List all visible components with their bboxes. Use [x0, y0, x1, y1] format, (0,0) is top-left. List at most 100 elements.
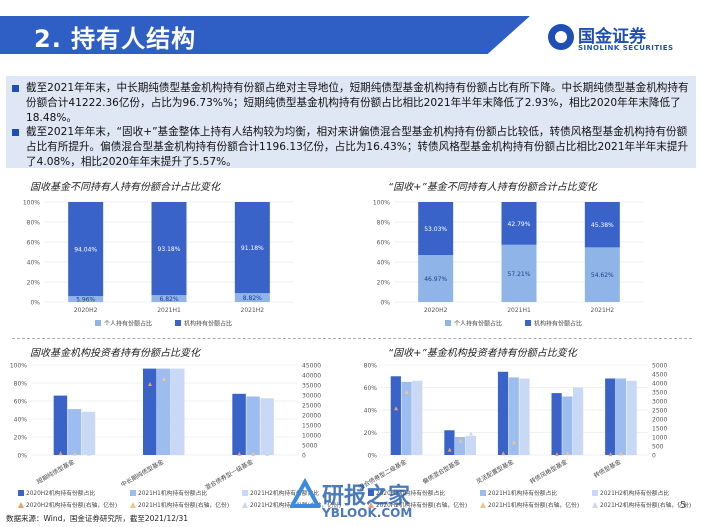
y2-tick-label: 35000: [302, 383, 321, 390]
data-label: 93.18%: [158, 246, 181, 253]
company-logo: 国金证券 SINOLINK SECURITIES: [548, 22, 698, 56]
marker: [629, 450, 634, 455]
marker: [176, 370, 180, 375]
chart-4: 0% 20% 40% 60% 80% 0 500 1000 1500 2000 2500 3000 35…: [357, 363, 691, 510]
marker: [565, 451, 570, 456]
bar: [157, 368, 171, 455]
divider: [12, 338, 692, 339]
x-tick-label: 2020H2: [74, 307, 98, 314]
y-tick-label: 20%: [364, 430, 378, 437]
bar: [626, 380, 637, 455]
x-tick-label: 2020H2: [424, 307, 448, 314]
bar: [246, 396, 260, 455]
bar: [562, 396, 573, 455]
legend-swatch: [592, 502, 598, 508]
data-label: 91.18%: [241, 245, 264, 252]
bar: [151, 202, 187, 296]
y-tick-label: 80%: [364, 363, 378, 370]
chart3-title: 固收基金机构投资者持有份额占比变化: [30, 348, 200, 359]
y2-tick-label: 20000: [302, 413, 321, 420]
chart-1: 0% 20% 40% 60% 80% 100% 5.96% 94.04% 2020H2 6.82%…: [23, 200, 294, 328]
y2-tick-label: 2500: [652, 408, 667, 415]
logo-icon: [548, 24, 574, 50]
legend-swatch: [242, 502, 248, 508]
bar: [68, 202, 104, 297]
x-tick-label: 偏债混合型基金: [421, 458, 461, 486]
bar: [260, 398, 274, 455]
bar: [68, 296, 104, 302]
x-tick-label: 2021H1: [507, 307, 531, 314]
chart1-title: 固收基金不同持有人持有份额合计占比变化: [30, 182, 220, 193]
bar: [508, 377, 519, 455]
y-tick-label: 20%: [27, 280, 41, 287]
x-tick-label: 灵活配置型基金: [475, 458, 515, 486]
marker: [608, 452, 613, 457]
y2-tick-label: 30000: [302, 393, 321, 400]
y-tick-label: 80%: [27, 220, 41, 227]
y-tick-label: 0%: [17, 453, 27, 460]
legend-label: 2021H1机构持有份额(右轴，亿份): [488, 501, 579, 509]
data-label: 45.38%: [591, 222, 614, 229]
legend-swatch: [525, 320, 531, 326]
data-label: 46.97%: [424, 276, 447, 283]
y-tick-label: 100%: [373, 200, 390, 207]
x-tick-label: 中长期纯债型基金: [119, 458, 165, 489]
bar: [605, 378, 616, 455]
bar: [551, 393, 562, 455]
watermark: 研报之家 YBLOOK.COM: [288, 477, 412, 520]
marker: [58, 451, 63, 456]
bar: [81, 411, 96, 455]
legend-swatch: [130, 502, 136, 508]
legend-swatch: [368, 490, 374, 496]
bar: [143, 368, 157, 455]
y-tick-label: 40%: [377, 260, 391, 267]
bar: [465, 435, 476, 455]
x-tick-label: 2021H2: [241, 307, 265, 314]
marker: [72, 451, 77, 456]
y-tick-label: 20%: [377, 280, 391, 287]
y2-tick-label: 3500: [652, 390, 667, 397]
legend-label: 2021H2机构持有份额占比: [600, 489, 669, 497]
y2-tick-label: 5000: [302, 443, 317, 450]
data-label: 5.96%: [76, 297, 95, 304]
bar: [572, 387, 584, 455]
marker: [148, 382, 152, 386]
marker: [162, 377, 166, 381]
x-tick-label: 2021H1: [157, 307, 181, 314]
bar: [501, 202, 537, 245]
y-tick-label: 60%: [27, 240, 41, 247]
logo-en: SINOLINK SECURITIES: [578, 44, 674, 52]
marker: [237, 451, 242, 456]
bar: [234, 293, 270, 302]
y2-tick-label: 1500: [652, 426, 667, 433]
x-tick-label: 短期纯债型基金: [35, 458, 75, 486]
y-tick-label: 60%: [14, 399, 28, 406]
legend-label: 个人持有份额占比: [454, 320, 502, 328]
y2-tick-label: 0: [652, 453, 656, 460]
marker: [554, 452, 559, 457]
y2-tick-label: 1000: [652, 435, 667, 442]
bar: [418, 202, 454, 256]
legend-label: 机构持有份额占比: [534, 320, 582, 328]
data-label: 42.79%: [508, 221, 531, 228]
bar: [584, 202, 620, 248]
bar: [519, 378, 530, 455]
marker: [501, 451, 506, 456]
marker: [458, 438, 463, 443]
marker: [619, 451, 624, 456]
y2-tick-label: 45000: [302, 363, 321, 370]
x-tick-label: 转债型基金: [592, 458, 622, 480]
legend-label: 2020H2机构持有份额(右轴，亿份): [26, 501, 117, 509]
page-number: 5: [680, 500, 687, 511]
x-tick-label: 转债风格型基金: [528, 458, 568, 486]
bar: [615, 378, 627, 455]
y-tick-label: 80%: [377, 220, 391, 227]
y2-tick-label: 5000: [652, 363, 667, 370]
legend-swatch: [130, 490, 136, 496]
legend-label: 2021H1机构持有份额占比: [138, 489, 207, 497]
bar: [53, 395, 68, 455]
legend-swatch: [445, 320, 451, 326]
marker: [469, 431, 474, 436]
y2-tick-label: 10000: [302, 433, 321, 440]
watermark-en: YBLOOK.COM: [322, 506, 413, 520]
